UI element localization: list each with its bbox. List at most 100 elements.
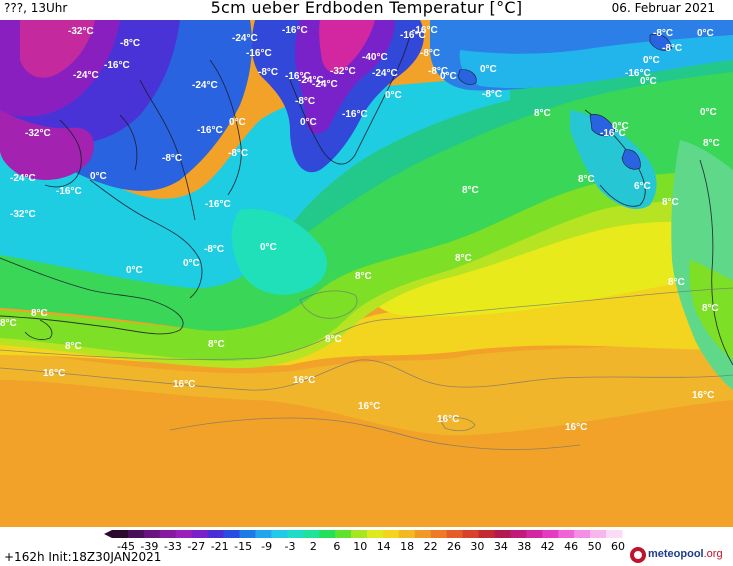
green-mid <box>0 70 733 331</box>
temperature-label: 8°C <box>462 185 479 196</box>
scale-swatch <box>414 530 432 538</box>
temperature-label: 16°C <box>43 368 65 379</box>
scandinavia <box>570 110 657 210</box>
orange-band <box>0 338 733 436</box>
greenland-core <box>295 20 395 134</box>
temperature-label: -24°C <box>232 33 258 44</box>
scale-swatch <box>382 530 400 538</box>
scale-swatch <box>223 530 240 538</box>
green-upper <box>0 48 733 283</box>
light-yellow-region <box>360 213 733 317</box>
temperature-label: -32°C <box>25 128 51 139</box>
temperature-label: -16°C <box>104 60 130 71</box>
temperature-labels: -32°C-8°C -24°C-16°C-24°C-16°C-32°C-40°C-… <box>0 25 720 433</box>
temperature-label: -16°C <box>600 128 626 139</box>
map-footer: -45 -39 -33 -27 -21 -15 -9 -3 2 6 10 14 18 22 26 30 34 38… <box>0 527 733 566</box>
scale-swatch <box>351 530 368 538</box>
weekday-time-label: ???, 13Uhr <box>4 1 68 15</box>
temperature-label: 8°C <box>662 197 679 208</box>
yellow-region <box>0 230 733 367</box>
temperature-label: -16°C <box>625 68 651 79</box>
coastlines <box>0 34 733 366</box>
scale-swatch <box>191 530 209 538</box>
scale-swatch <box>271 530 288 538</box>
temperature-label: 16°C <box>565 422 587 433</box>
temperature-label: 0°C <box>697 28 714 39</box>
scale-tick-label: -9 <box>261 540 272 553</box>
temperature-label: 8°C <box>455 253 472 264</box>
scale-tick-label: 26 <box>447 540 461 553</box>
scale-swatch <box>590 530 607 538</box>
temperature-label: -8°C <box>420 48 440 59</box>
temperature-label: 8°C <box>355 271 372 282</box>
temperature-label: 8°C <box>208 339 225 350</box>
scale-swatch <box>462 530 480 538</box>
temperature-label: -8°C <box>482 89 502 100</box>
temperature-label: -24°C <box>312 79 338 90</box>
scale-swatch <box>367 530 384 538</box>
temperature-label: -32°C <box>10 209 36 220</box>
magenta-core <box>20 20 95 78</box>
scale-swatch <box>287 530 304 538</box>
scale-swatch <box>112 530 129 538</box>
meteopool-logo-icon <box>630 547 646 563</box>
temperature-label: 0°C <box>640 76 657 87</box>
temperature-label: -16°C <box>197 125 223 136</box>
temperature-label: 0°C <box>300 117 317 128</box>
temperature-label: -24°C <box>10 173 36 184</box>
temperature-label: 6°C <box>634 181 651 192</box>
scale-tick-label: 34 <box>494 540 508 553</box>
scale-swatch <box>526 530 543 538</box>
cyan-region <box>0 75 510 289</box>
scale-tick-label: 60 <box>611 540 625 553</box>
scale-swatch <box>478 530 495 538</box>
temperature-label: -16°C <box>56 186 82 197</box>
scale-tick-label: 30 <box>470 540 484 553</box>
temperature-label: -8°C <box>653 28 673 39</box>
scale-swatch <box>143 530 161 538</box>
scale-swatch <box>319 530 336 538</box>
scale-low-arrow <box>104 530 112 538</box>
temperature-label: 16°C <box>173 379 195 390</box>
temperature-label: -16°C <box>205 199 231 210</box>
temperature-label: -24°C <box>192 80 218 91</box>
scale-tick-label: -27 <box>187 540 205 553</box>
scale-swatch <box>446 530 464 538</box>
scale-tick-label: 6 <box>333 540 340 553</box>
temperature-label: -16°C <box>285 71 311 82</box>
scale-tick-label: 42 <box>541 540 555 553</box>
scale-tick-label: 22 <box>424 540 438 553</box>
scale-tick-label: -45 <box>117 540 135 553</box>
temperature-label: 16°C <box>692 390 714 401</box>
temperature-label: 8°C <box>31 308 48 319</box>
temperature-label: 0°C <box>90 171 107 182</box>
temperature-label: 8°C <box>668 277 685 288</box>
meteopool-logo-text: meteopool.org <box>648 548 723 560</box>
temperature-label: -8°C <box>258 67 278 78</box>
temperature-label: 0°C <box>440 71 457 82</box>
temperature-label: 0°C <box>126 265 143 276</box>
temperature-label: 16°C <box>358 401 380 412</box>
color-scale: -45 -39 -33 -27 -21 -15 -9 -3 2 6 10 14 18 22 26 30 34 38… <box>104 530 625 553</box>
temperature-label: 0°C <box>480 64 497 75</box>
temperature-label: 0°C <box>700 107 717 118</box>
temperature-label: -8°C <box>162 153 182 164</box>
temperature-label: 8°C <box>65 341 82 352</box>
greenland-peak <box>319 20 375 73</box>
scale-swatch <box>303 530 320 538</box>
meteopool-logo[interactable]: meteopool.org <box>630 545 733 565</box>
scale-swatch <box>574 530 591 538</box>
map-title: 5cm ueber Erdboden Temperatur [°C] <box>210 0 523 17</box>
scale-swatch <box>558 530 575 538</box>
temperature-label: -24°C <box>298 75 324 86</box>
scale-swatch <box>494 530 511 538</box>
map-header: ???, 13Uhr 5cm ueber Erdboden Temperatur… <box>0 0 733 20</box>
isotherms <box>0 287 733 450</box>
scale-tick-label: 46 <box>564 540 578 553</box>
scale-tick-label: -15 <box>234 540 252 553</box>
scale-tick-label: 2 <box>310 540 317 553</box>
scale-tick-label: 50 <box>588 540 602 553</box>
scale-tick-label: -39 <box>140 540 158 553</box>
temperature-label: -8°C <box>428 66 448 77</box>
temperature-label: 8°C <box>702 303 719 314</box>
